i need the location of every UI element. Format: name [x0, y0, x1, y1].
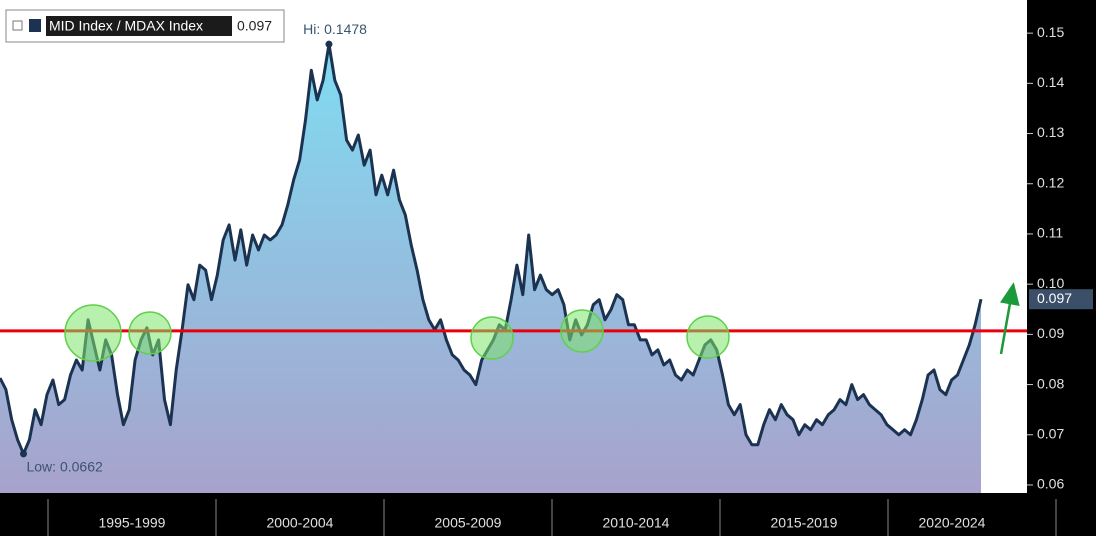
x-tick-label: 2000-2004 [267, 515, 334, 531]
x-tick-label: 2015-2019 [771, 515, 838, 531]
y-tick-label: 0.15 [1037, 24, 1064, 40]
last-value-tag [1029, 289, 1093, 310]
y-tick-label: 0.06 [1037, 476, 1064, 492]
legend-highlight [46, 16, 232, 36]
highlight-circle [128, 311, 172, 355]
legend-value: 0.097 [237, 18, 272, 34]
last-value-label: 0.097 [1037, 290, 1072, 306]
highlight-circle [64, 304, 122, 362]
legend-swatch [29, 19, 41, 32]
y-tick-label: 0.12 [1037, 174, 1064, 190]
y-tick-label: 0.08 [1037, 375, 1064, 391]
y-tick-label: 0.07 [1037, 425, 1064, 441]
y-tick-label: 0.13 [1037, 124, 1064, 140]
highlight-circle [560, 309, 604, 353]
highlight-circles [64, 304, 730, 362]
legend: MID Index / MDAX Index 0.097 [5, 9, 285, 43]
y-tick-label: 0.09 [1037, 325, 1064, 341]
hi-annotation: Hi: 0.1478 [303, 21, 367, 37]
x-tick-label: 2005-2009 [435, 515, 502, 531]
y-tick-label: 0.10 [1037, 275, 1064, 291]
y-axis-background [1027, 0, 1096, 536]
highlight-circle [686, 315, 730, 359]
y-tick-label: 0.11 [1037, 225, 1063, 241]
trend-arrow [999, 282, 1020, 355]
low-marker [19, 450, 27, 458]
x-tick-label: 2010-2014 [603, 515, 670, 531]
x-axis-background [0, 493, 1096, 536]
y-tick-label: 0.14 [1037, 74, 1064, 90]
legend-label: MID Index / MDAX Index [49, 18, 203, 34]
highlight-circle [470, 316, 514, 360]
hi-marker [325, 40, 333, 48]
x-tick-label: 2020-2024 [919, 515, 986, 531]
area [0, 44, 981, 493]
x-tick-label: 1995-1999 [99, 515, 166, 531]
legend-expander[interactable] [12, 20, 23, 31]
low-annotation: Low: 0.0662 [26, 459, 102, 475]
